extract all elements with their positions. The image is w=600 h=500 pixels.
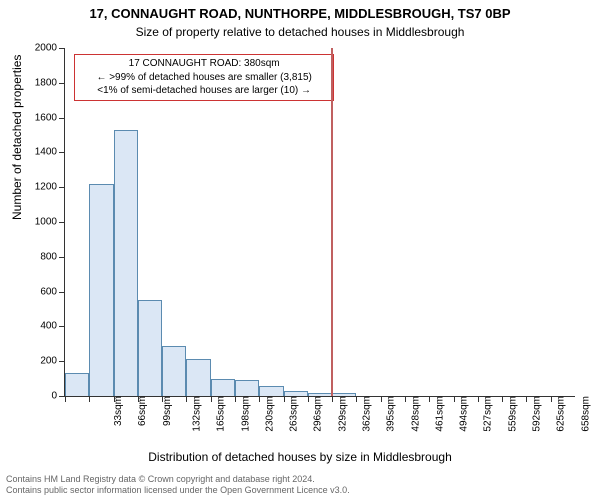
y-tick-label: 400	[40, 321, 65, 332]
x-tick	[429, 396, 430, 402]
annotation-line-2: ← >99% of detached houses are smaller (3…	[79, 71, 329, 85]
x-axis-title: Distribution of detached houses by size …	[0, 450, 600, 464]
x-tick-label: 66sqm	[129, 396, 148, 426]
annotation-line-1: 17 CONNAUGHT ROAD: 380sqm	[79, 57, 329, 71]
histogram-bar	[162, 346, 186, 396]
property-marker-line	[331, 48, 333, 396]
x-tick	[211, 396, 212, 402]
histogram-bar	[235, 380, 259, 396]
histogram-bar	[114, 130, 138, 396]
y-tick-label: 1800	[35, 77, 65, 88]
y-tick-label: 600	[40, 286, 65, 297]
annotation-line-3: <1% of semi-detached houses are larger (…	[79, 84, 329, 98]
x-tick	[551, 396, 552, 402]
x-tick	[259, 396, 260, 402]
x-tick	[502, 396, 503, 402]
x-tick	[381, 396, 382, 402]
annotation-box: 17 CONNAUGHT ROAD: 380sqm ← >99% of deta…	[74, 54, 334, 101]
histogram-bar	[138, 300, 162, 396]
chart-plot-area: 17 CONNAUGHT ROAD: 380sqm ← >99% of deta…	[64, 48, 575, 397]
x-tick	[405, 396, 406, 402]
y-tick-label: 1200	[35, 182, 65, 193]
histogram-bar	[259, 386, 283, 396]
page-title: 17, CONNAUGHT ROAD, NUNTHORPE, MIDDLESBR…	[0, 0, 600, 21]
x-tick	[65, 396, 66, 402]
histogram-bar	[186, 359, 210, 396]
histogram-bar	[308, 393, 332, 396]
y-tick-label: 1000	[35, 217, 65, 228]
x-tick	[308, 396, 309, 402]
page-subtitle: Size of property relative to detached ho…	[0, 21, 600, 39]
y-axis-title: Number of detached properties	[10, 55, 24, 220]
x-tick	[478, 396, 479, 402]
x-tick-label: 99sqm	[154, 396, 173, 426]
footer-text: Contains HM Land Registry data © Crown c…	[6, 474, 350, 496]
x-tick	[114, 396, 115, 402]
y-tick-label: 0	[51, 391, 65, 402]
y-tick-label: 200	[40, 356, 65, 367]
histogram-bar	[284, 391, 308, 396]
histogram-bar	[332, 393, 356, 396]
x-tick	[235, 396, 236, 402]
y-tick-label: 800	[40, 251, 65, 262]
x-tick-label: 33sqm	[105, 396, 124, 426]
x-tick	[332, 396, 333, 402]
page-root: 17, CONNAUGHT ROAD, NUNTHORPE, MIDDLESBR…	[0, 0, 600, 500]
x-tick	[89, 396, 90, 402]
x-tick-label: 658sqm	[572, 396, 591, 432]
x-tick	[526, 396, 527, 402]
x-tick-label: 691sqm	[596, 396, 600, 432]
x-tick	[162, 396, 163, 402]
y-tick-label: 1600	[35, 112, 65, 123]
histogram-bar	[89, 184, 113, 396]
x-tick	[186, 396, 187, 402]
x-tick	[284, 396, 285, 402]
y-tick-label: 1400	[35, 147, 65, 158]
x-tick	[454, 396, 455, 402]
histogram-bar	[211, 379, 235, 396]
footer-line-1: Contains HM Land Registry data © Crown c…	[6, 474, 350, 485]
x-tick	[356, 396, 357, 402]
y-tick-label: 2000	[35, 43, 65, 54]
x-tick	[138, 396, 139, 402]
footer-line-2: Contains public sector information licen…	[6, 485, 350, 496]
histogram-bar	[65, 373, 89, 396]
